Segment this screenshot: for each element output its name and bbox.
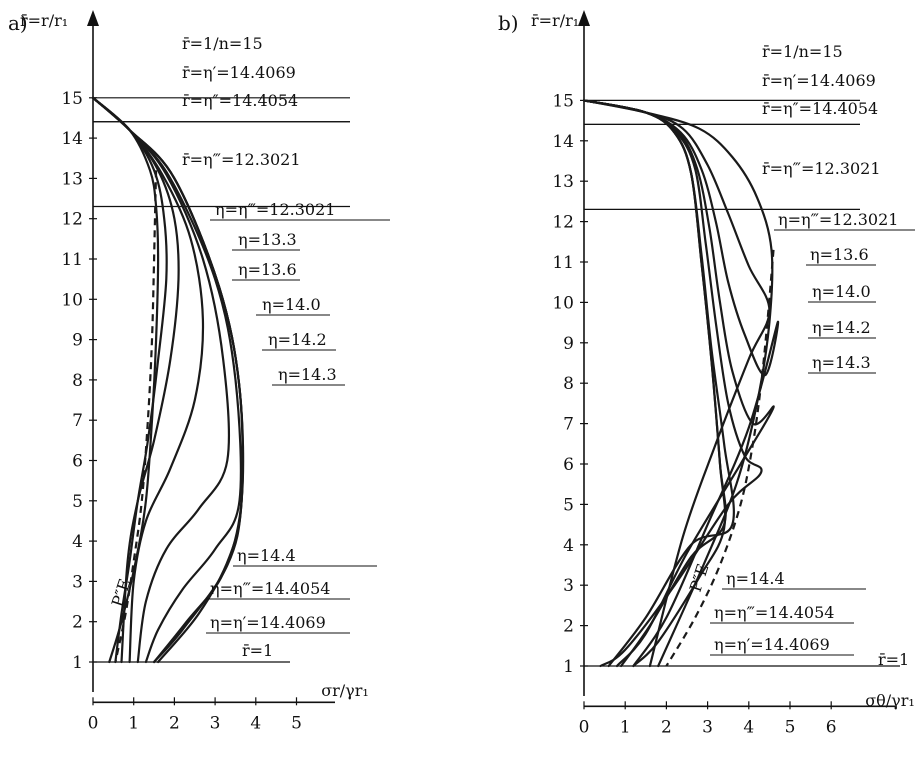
y-tick-label: 13 xyxy=(552,172,574,192)
reference-line-label: r̄=η‴=12.3021 xyxy=(762,159,881,178)
x-tick-label: 3 xyxy=(702,717,713,737)
y-tick-label: 8 xyxy=(563,374,574,394)
bottom-curve-label: η=η′=14.4069 xyxy=(714,635,830,654)
dashed-series-line xyxy=(114,170,158,663)
curve-label: η=13.3 xyxy=(238,230,297,249)
y-axis-label: r̄=r/r₁ xyxy=(20,11,68,30)
y-tick-label: 10 xyxy=(552,293,574,313)
reference-line-label: r̄=1/n=15 xyxy=(762,42,843,61)
y-tick-label: 4 xyxy=(72,532,83,552)
reference-line-label: r̄=η″=14.4054 xyxy=(182,91,298,110)
y-tick-label: 14 xyxy=(552,132,574,152)
x-tick-label: 5 xyxy=(291,713,302,733)
y-tick-label: 5 xyxy=(563,495,574,515)
y-tick-label: 12 xyxy=(552,213,574,233)
y-tick-label: 7 xyxy=(563,415,574,435)
series-line xyxy=(91,96,242,664)
series-line xyxy=(91,96,160,664)
dashed-series-label: P″E xyxy=(108,576,135,609)
x-axis-label: σθ/γr₁ xyxy=(865,691,915,710)
series-line xyxy=(582,99,735,668)
curve-label: η=14.2 xyxy=(268,330,327,349)
x-tick-label: 2 xyxy=(661,717,672,737)
y-tick-label: 14 xyxy=(61,129,83,149)
x-axis-label: σr/γr₁ xyxy=(321,681,369,700)
x-tick-label: 4 xyxy=(250,713,261,733)
y-tick-label: 15 xyxy=(61,89,83,109)
panel-label: b) xyxy=(498,11,519,35)
curve-label: η=13.6 xyxy=(238,260,297,279)
series-line xyxy=(582,99,775,668)
dashed-series-line xyxy=(665,249,775,667)
x-tick-label: 5 xyxy=(785,717,796,737)
series-line xyxy=(582,99,771,668)
y-tick-label: 7 xyxy=(72,411,83,431)
reference-line-label: r̄=η′=14.4069 xyxy=(762,71,876,90)
curve-label: η=14.3 xyxy=(278,365,337,384)
series-line xyxy=(582,99,780,668)
y-tick-label: 4 xyxy=(563,536,574,556)
y-tick-label: 1 xyxy=(563,657,574,677)
curve-label: η=η‴=12.3021 xyxy=(778,210,898,229)
curve-label: η=14.2 xyxy=(812,318,871,337)
reference-line-label: r̄=1 xyxy=(242,641,273,660)
y-tick-label: 3 xyxy=(563,576,574,596)
y-axis-arrow-icon xyxy=(87,10,99,26)
y-tick-label: 10 xyxy=(61,290,83,310)
y-tick-label: 15 xyxy=(552,91,574,111)
curve-label: η=13.6 xyxy=(810,245,869,264)
reference-line-label: r̄=1 xyxy=(878,650,909,669)
y-tick-label: 11 xyxy=(552,253,574,273)
series-line xyxy=(582,99,774,668)
x-tick-label: 2 xyxy=(169,713,180,733)
y-tick-label: 12 xyxy=(61,210,83,230)
y-tick-label: 3 xyxy=(72,572,83,592)
y-tick-label: 13 xyxy=(61,169,83,189)
x-tick-label: 1 xyxy=(128,713,139,733)
bottom-curve-label: η=η‴=14.4054 xyxy=(210,579,330,598)
x-tick-label: 0 xyxy=(579,717,590,737)
y-tick-label: 8 xyxy=(72,371,83,391)
y-axis-arrow-icon xyxy=(578,10,590,26)
bottom-curve-label: η=14.4 xyxy=(726,569,785,588)
y-tick-label: 2 xyxy=(72,613,83,633)
y-tick-label: 6 xyxy=(563,455,574,475)
series-line xyxy=(582,99,727,668)
x-tick-label: 6 xyxy=(826,717,837,737)
reference-line-label: r̄=1/n=15 xyxy=(182,34,263,53)
x-tick-label: 1 xyxy=(620,717,631,737)
reference-line-label: r̄=η′=14.4069 xyxy=(182,63,296,82)
y-tick-label: 2 xyxy=(563,617,574,637)
curve-label: η=η‴=12.3021 xyxy=(215,200,335,219)
series-line xyxy=(91,96,168,664)
y-tick-label: 9 xyxy=(563,334,574,354)
reference-line-label: r̄=η″=14.4054 xyxy=(762,99,878,118)
y-tick-label: 9 xyxy=(72,331,83,351)
reference-line-label: r̄=η‴=12.3021 xyxy=(182,150,301,169)
y-tick-label: 11 xyxy=(61,250,83,270)
panel-label: a) xyxy=(8,11,28,35)
x-tick-label: 4 xyxy=(743,717,754,737)
series-line xyxy=(91,96,205,664)
bottom-curve-label: η=η‴=14.4054 xyxy=(714,603,834,622)
bottom-curve-label: η=η′=14.4069 xyxy=(210,613,326,632)
y-tick-label: 5 xyxy=(72,492,83,512)
curve-label: η=14.0 xyxy=(812,282,871,301)
curve-label: η=14.0 xyxy=(262,295,321,314)
x-tick-label: 3 xyxy=(210,713,221,733)
y-tick-label: 1 xyxy=(72,653,83,673)
bottom-curve-label: η=14.4 xyxy=(237,546,296,565)
curve-label: η=14.3 xyxy=(812,353,871,372)
series-line xyxy=(91,96,244,664)
y-axis-label: r̄=r/r₁ xyxy=(531,11,579,30)
x-tick-label: 0 xyxy=(88,713,99,733)
series-line xyxy=(91,96,231,664)
y-tick-label: 6 xyxy=(72,452,83,472)
